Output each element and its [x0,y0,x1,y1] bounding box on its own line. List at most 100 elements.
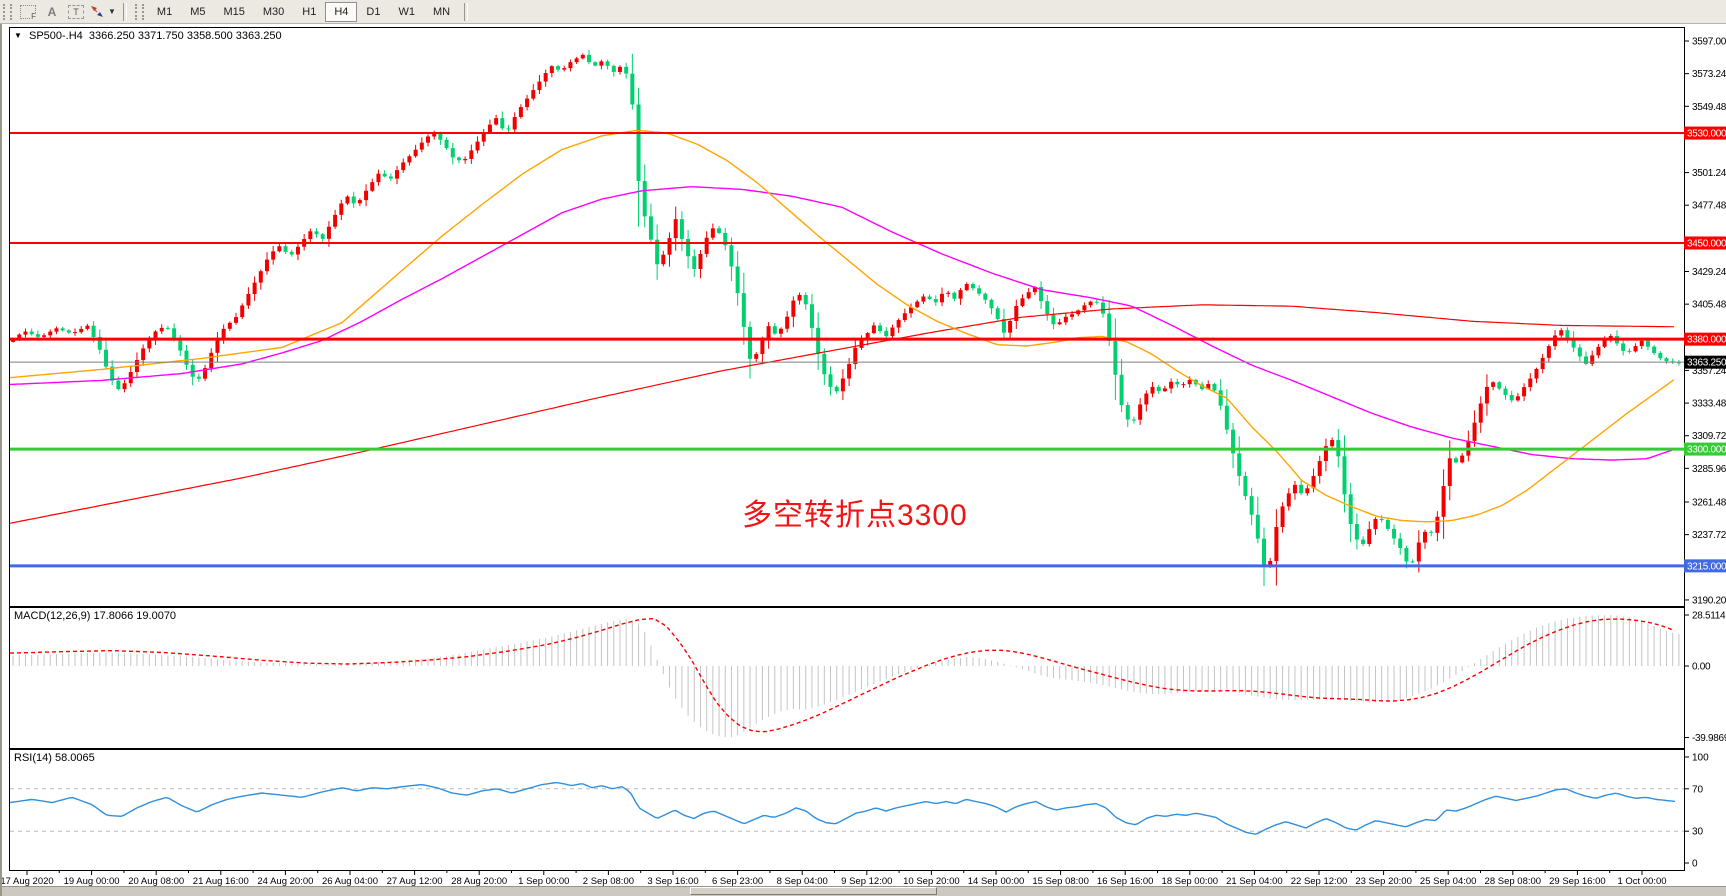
svg-text:3597.000: 3597.000 [1692,37,1726,48]
chart-canvas[interactable]: 3597.000 3573.240 3549.480 3501.240 3477.480… [2,24,1726,896]
svg-text:3549.480: 3549.480 [1692,102,1726,113]
svg-text:1 Oct 00:00: 1 Oct 00:00 [1617,876,1666,887]
tf-button-h1[interactable]: H1 [302,5,317,18]
svg-text:24 Aug 20:00: 24 Aug 20:00 [257,876,313,887]
symbol-dropdown-icon[interactable]: ▼ [14,31,22,40]
svg-text:15 Sep 08:00: 15 Sep 08:00 [1032,876,1089,887]
tf-button-d1[interactable]: D1 [366,5,381,18]
symbol-name: SP500-.H4 [28,30,83,42]
text-tool-button[interactable]: T [65,2,87,22]
macd-signal [9,617,1675,733]
svg-text:3573.240: 3573.240 [1692,69,1726,80]
svg-text:3190.200: 3190.200 [1692,595,1726,606]
svg-text:3405.480: 3405.480 [1692,300,1726,311]
grid-f-tool-button[interactable]: F [17,2,39,22]
ohlc-high: 3371.750 [137,30,184,42]
text-box-icon: T [68,4,84,19]
toolbar-gripper[interactable] [3,3,12,20]
svg-text:3309.720: 3309.720 [1692,431,1726,442]
svg-text:3530.000: 3530.000 [1687,129,1726,140]
label-tool-button[interactable]: A [41,2,63,22]
macd-axis[interactable]: 28.5114 0.00 -39.9869 [1684,610,1726,744]
svg-text:22 Sep 12:00: 22 Sep 12:00 [1291,876,1348,887]
rsi-axis[interactable]: 100 70 30 0 [1684,753,1709,870]
toolbar-separator [122,2,127,21]
svg-text:23 Sep 20:00: 23 Sep 20:00 [1355,876,1412,887]
ma-slow [9,304,1675,524]
tf-button-mn[interactable]: MN [432,5,451,18]
macd-histogram [12,615,1680,738]
svg-text:-39.9869: -39.9869 [1692,733,1726,744]
svg-text:28.5114: 28.5114 [1692,610,1726,621]
tf-button-h4[interactable]: H4 [325,1,358,22]
chart-client-area[interactable]: 3597.000 3573.240 3549.480 3501.240 3477.480… [0,24,1726,896]
svg-text:3477.480: 3477.480 [1692,201,1726,212]
rsi-group [9,781,1684,835]
svg-text:30: 30 [1692,827,1704,838]
svg-text:100: 100 [1692,753,1709,764]
macd-indicator-label: MACD(12,26,9) 17.8066 19.0070 [14,610,177,622]
ma-fast-orange-line [9,129,1675,523]
ma-fast [9,129,1675,523]
svg-text:3333.480: 3333.480 [1692,399,1726,410]
svg-text:3237.720: 3237.720 [1692,530,1726,541]
svg-text:18 Sep 00:00: 18 Sep 00:00 [1162,876,1219,887]
grid-f-icon: F [20,4,36,21]
ohlc-open: 3366.250 [88,30,135,42]
svg-text:2 Sep 08:00: 2 Sep 08:00 [583,876,634,887]
svg-text:3215.000: 3215.000 [1687,561,1726,572]
svg-text:28 Sep 08:00: 28 Sep 08:00 [1485,876,1542,887]
main-price-panel [9,27,1685,607]
svg-text:1 Sep 00:00: 1 Sep 00:00 [518,876,569,887]
svg-text:70: 70 [1692,784,1704,795]
svg-text:28 Aug 20:00: 28 Aug 20:00 [451,876,507,887]
tf-button-m15[interactable]: M15 [223,5,245,18]
scrollbar-thumb[interactable] [690,887,937,895]
tf-button-m1[interactable]: M1 [156,5,173,18]
macd-panel [9,607,1685,749]
current-price-label [1684,355,1726,369]
svg-text:0: 0 [1692,859,1698,870]
ma-mid-magenta-line [9,186,1675,461]
svg-text:20 Aug 08:00: 20 Aug 08:00 [128,876,184,887]
svg-text:9 Sep 12:00: 9 Sep 12:00 [841,876,892,887]
svg-text:3501.240: 3501.240 [1692,168,1726,179]
svg-text:3300.000: 3300.000 [1687,445,1726,456]
rsi-indicator-label: RSI(14) 58.0065 [14,752,95,764]
rsi-panel [9,749,1685,871]
svg-text:3363.250: 3363.250 [1687,358,1726,369]
candlestick-series [11,50,1681,587]
arrows-icon [91,6,103,17]
rsi-line [9,781,1676,835]
chart-text-annotation: 多空转折点3300 [742,499,968,532]
svg-text:8 Sep 04:00: 8 Sep 04:00 [777,876,828,887]
horizontal-level-lines[interactable] [10,132,1684,568]
price-axis-labels: 3530.000 3450.000 3380.000 3300.000 3215.000… [1684,126,1726,573]
toolbar-separator2 [464,2,469,21]
svg-text:3357.240: 3357.240 [1692,366,1726,377]
ohlc-close: 3363.250 [235,30,282,42]
ma-mid [9,186,1675,461]
svg-text:3450.000: 3450.000 [1687,238,1726,249]
time-axis[interactable]: 17 Aug 2020 19 Aug 00:00 20 Aug 08:00 21 Au… [2,870,1667,887]
svg-text:10 Sep 20:00: 10 Sep 20:00 [903,876,960,887]
tf-button-m5[interactable]: M5 [190,5,206,18]
tf-button-m30[interactable]: M30 [262,5,285,18]
svg-text:3429.240: 3429.240 [1692,267,1726,278]
tf-button-w1[interactable]: W1 [398,5,415,18]
svg-text:3261.480: 3261.480 [1692,498,1726,509]
symbol-header: ▼ SP500-.H4 3366.250 3371.750 3358.500 3… [14,30,282,42]
horizontal-scrollbar[interactable] [2,886,1726,896]
svg-text:26 Aug 04:00: 26 Aug 04:00 [322,876,378,887]
label-a-icon: A [47,4,57,19]
svg-text:3380.000: 3380.000 [1687,335,1726,346]
ma-slow-red-line [9,304,1675,524]
toolbar-gripper2[interactable] [134,3,144,20]
svg-text:16 Sep 16:00: 16 Sep 16:00 [1097,876,1154,887]
arrows-tool-button[interactable]: ▼ [89,2,117,22]
price-axis[interactable]: 3597.000 3573.240 3549.480 3501.240 3477.480… [1684,37,1726,607]
chevron-down-icon: ▼ [108,7,116,16]
svg-text:21 Aug 16:00: 21 Aug 16:00 [193,876,249,887]
svg-text:21 Sep 04:00: 21 Sep 04:00 [1226,876,1283,887]
